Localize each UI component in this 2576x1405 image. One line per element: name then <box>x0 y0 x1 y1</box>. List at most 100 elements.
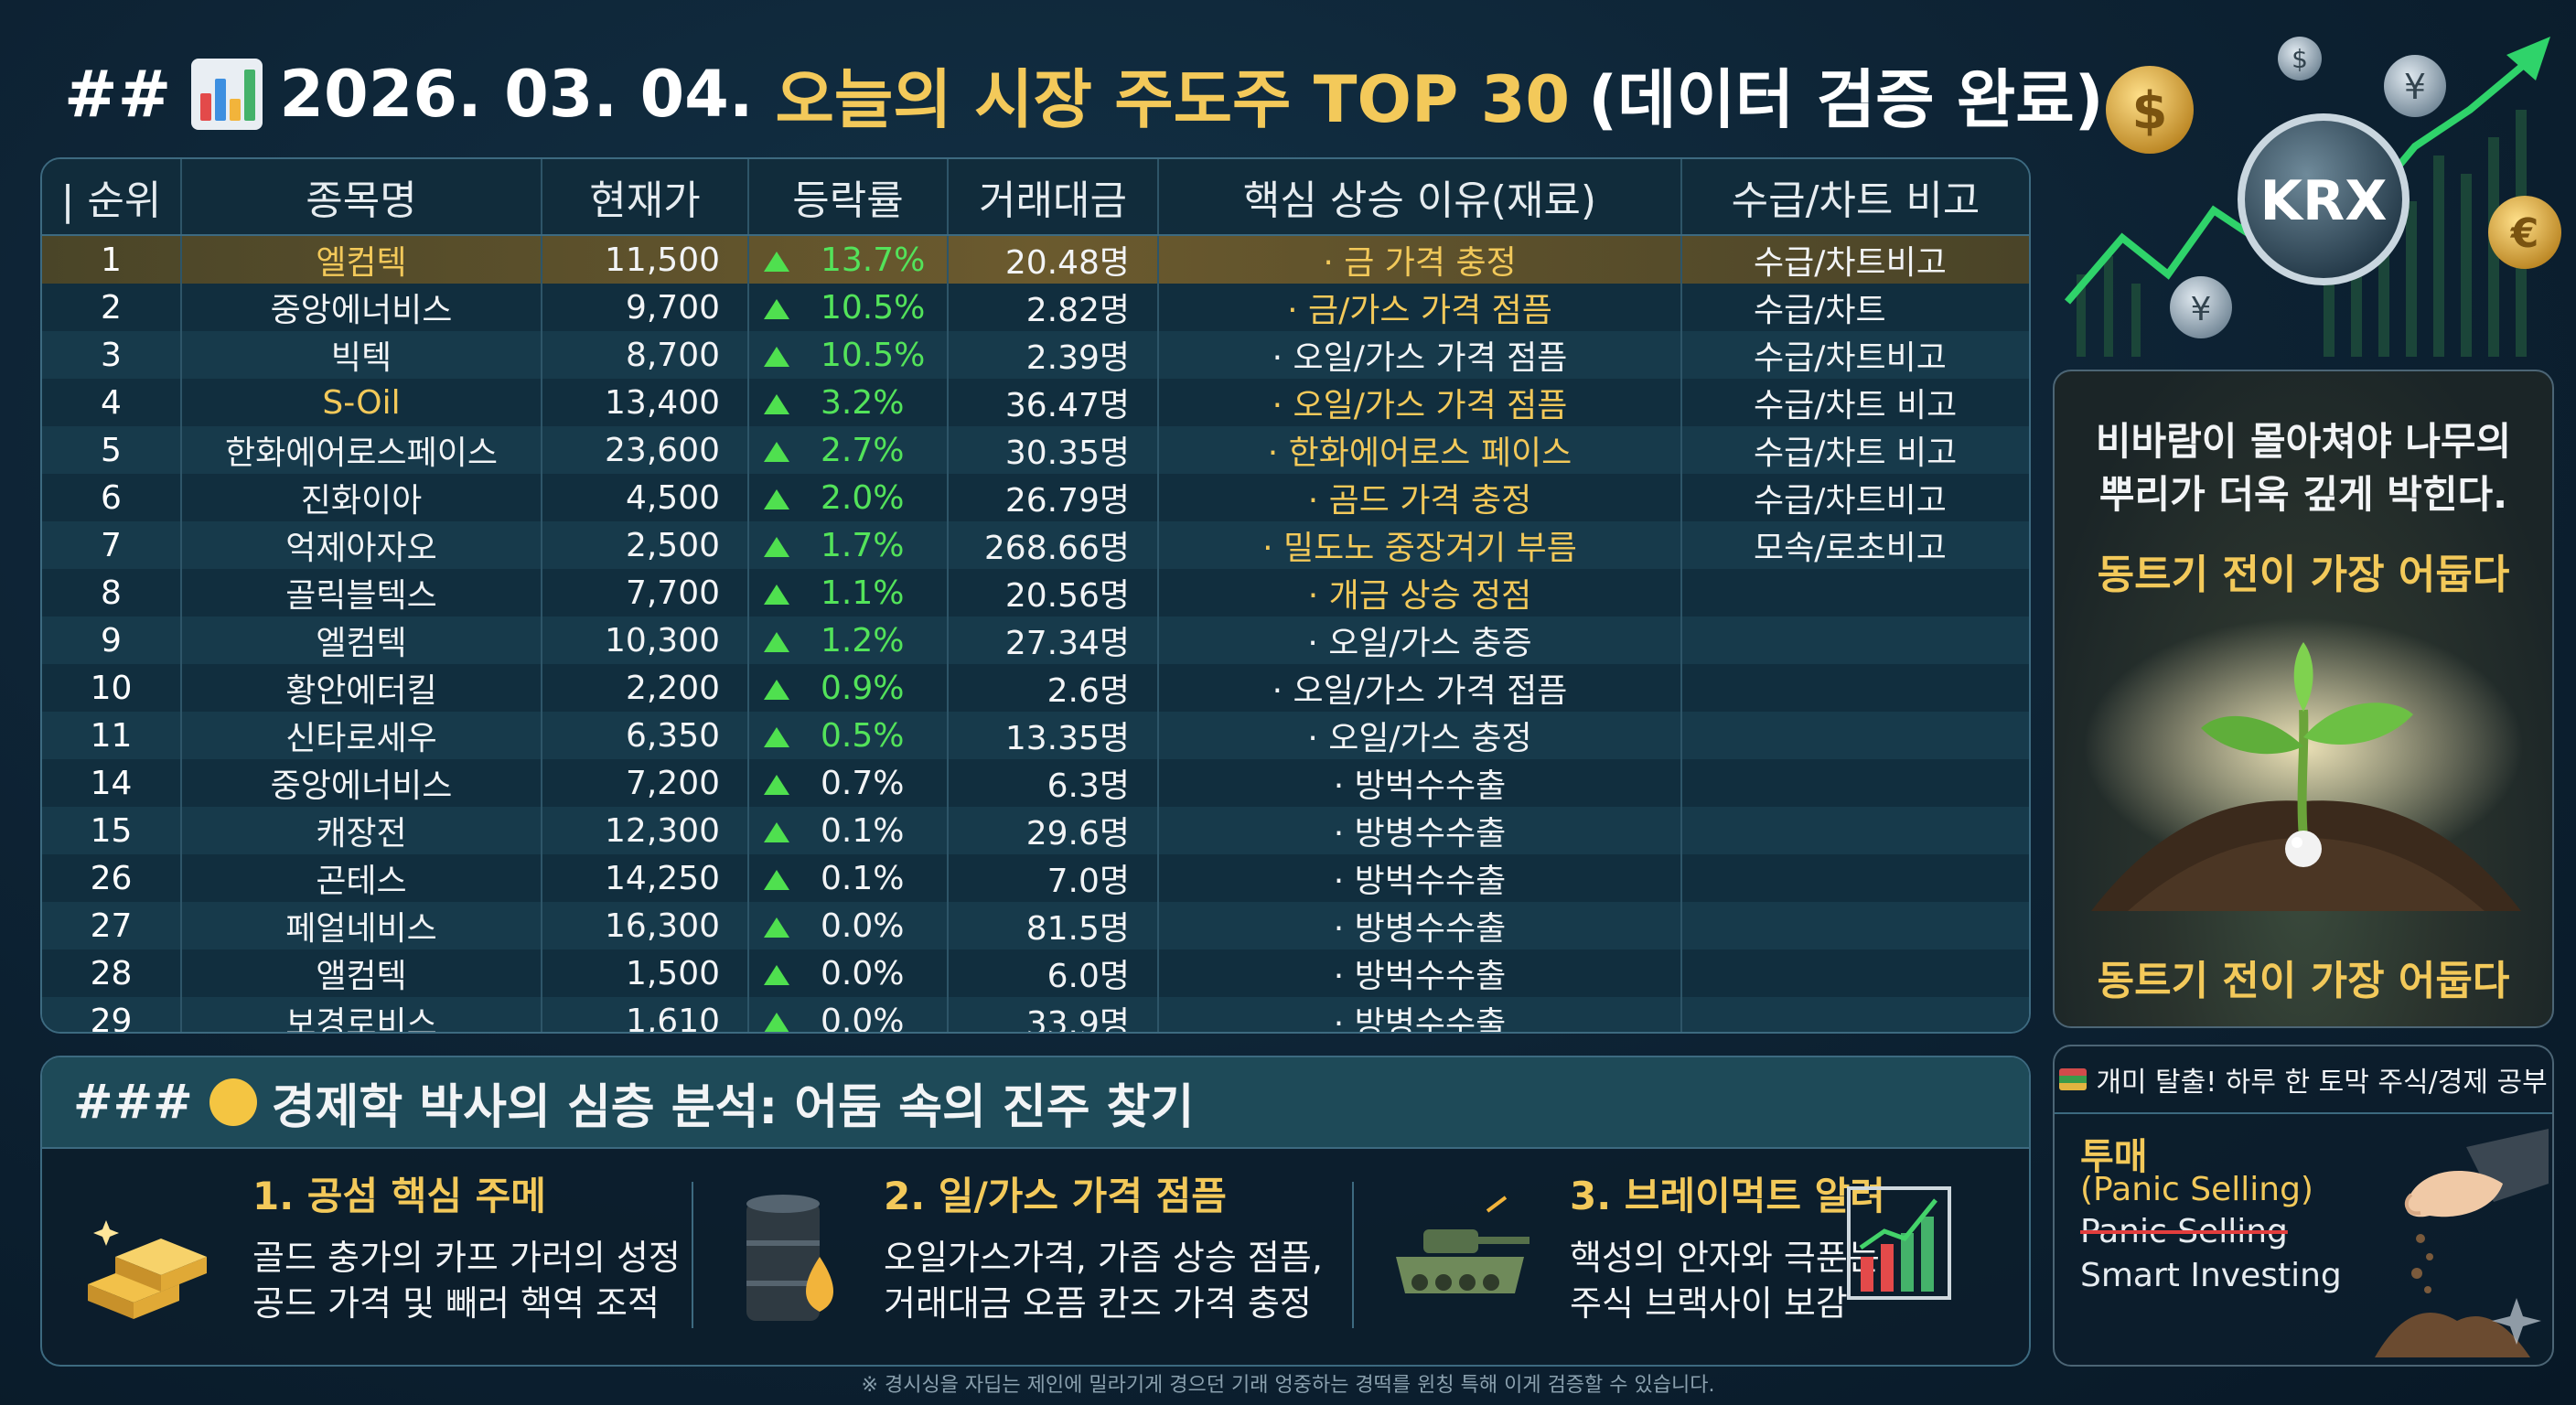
cell-price: 6,350 <box>541 712 748 759</box>
cell-note: 수급/차트 비고 <box>1680 426 2029 474</box>
cell-change: 0.0% <box>747 949 948 997</box>
study-crossed-term: Panic Selling <box>2080 1213 2288 1250</box>
sparkle-icon <box>2492 1298 2541 1345</box>
cell-volume: 2.82명 <box>947 284 1158 331</box>
cell-change: 1.2% <box>747 617 948 664</box>
cell-rank: 28 <box>90 954 133 992</box>
cell-price: 2,200 <box>541 664 748 712</box>
cell-note <box>1680 664 2029 712</box>
svg-text:$: $ <box>2292 44 2308 74</box>
study-card: 개미 탈출! 하루 한 토막 주식/경제 공부 투매 (Panic Sellin… <box>2053 1045 2554 1367</box>
analysis-item-2: 2. 일/가스 가격 점픔 오일가스가격, 가즘 상승 점픔, 거래대금 오픔 … <box>737 1165 1359 1348</box>
cell-rank: 5 <box>101 431 122 469</box>
leaf-left-icon <box>2201 715 2303 755</box>
title-date: 2026. 03. 04. <box>279 57 754 132</box>
cell-change: 0.0% <box>747 902 948 949</box>
cell-rank: 9 <box>101 621 122 660</box>
cell-name: 중앙에너비스 <box>180 759 542 807</box>
table-row: 9 엘컴텍 10,300 1.2% 27.34명 · 오일/가스 충증 <box>42 617 2029 664</box>
thinking-face-icon <box>209 1078 257 1126</box>
column-header: | 순위 <box>42 159 181 236</box>
analysis-item-3-line-1: 핵성의 안자와 극푼는 <box>1570 1238 1880 1278</box>
column-header: 수급/차트 비고 <box>1680 159 2029 236</box>
cell-name: 엘컴텍 <box>180 235 542 284</box>
up-triangle-icon <box>764 869 789 890</box>
cell-name: 황안에터킬 <box>180 664 542 712</box>
up-triangle-icon <box>764 298 789 319</box>
cell-rank: 6 <box>101 478 122 517</box>
dollar-coin-icon <box>2106 66 2194 154</box>
title-suffix: (데이터 검증 완료) <box>1588 61 2104 137</box>
cell-rank: 26 <box>90 859 133 897</box>
analysis-header-text: 경제학 박사의 심층 분석: 어둠 속의 진주 찾기 <box>271 1079 1195 1135</box>
cell-note <box>1680 902 2029 949</box>
cell-price: 13,400 <box>541 379 748 426</box>
cell-volume: 6.3명 <box>947 759 1158 807</box>
cell-rank: 3 <box>101 336 122 374</box>
cell-reason: · 밀도노 중장겨기 부름 <box>1157 521 1681 569</box>
cell-volume: 20.48명 <box>947 235 1158 284</box>
analysis-item-3: 3. 브레이먹트 알려 핵성의 안자와 극푼는 주식 브랙사이 보감 <box>1387 1165 2018 1348</box>
up-triangle-icon <box>764 631 789 652</box>
cell-note <box>1680 854 2029 902</box>
cell-rank: 1 <box>101 241 122 279</box>
cell-note <box>1680 569 2029 617</box>
analysis-item-1-title: 1. 공섬 핵심 주메 <box>252 1174 546 1218</box>
cell-price: 7,700 <box>541 569 748 617</box>
cell-rank: 4 <box>101 383 122 422</box>
cell-name: 진화이아 <box>180 474 542 521</box>
cell-rank: 14 <box>90 764 133 802</box>
cell-volume: 30.35명 <box>947 426 1158 474</box>
cell-price: 4,500 <box>541 474 748 521</box>
sprout-illustration <box>2084 618 2523 911</box>
cell-name: 한화에어로스페이스 <box>180 426 542 474</box>
quote-card: 비바람이 몰아쳐야 나무의 뿌리가 더욱 깊게 박힌다. 동트기 전이 가장 어… <box>2053 370 2554 1028</box>
cell-note: 수급/차트비고 <box>1680 331 2029 379</box>
leaf-right-icon <box>2303 702 2413 745</box>
krx-logo-icon <box>2238 113 2410 285</box>
cell-price: 9,700 <box>541 284 748 331</box>
cell-change: 0.7% <box>747 759 948 807</box>
cell-volume: 13.35명 <box>947 712 1158 759</box>
krx-market-graphic: $ $ ¥ € ¥ KRX <box>2064 37 2561 357</box>
cell-reason: · 방벅수수출 <box>1157 949 1681 997</box>
cell-change: 0.9% <box>747 664 948 712</box>
table-row: 15 캐장전 12,300 0.1% 29.6명 · 방병수수출 <box>42 807 2029 854</box>
small-dollar-coin-icon <box>2278 37 2322 80</box>
change-value: 0.0% <box>821 906 905 945</box>
change-value: 0.1% <box>821 859 905 897</box>
cell-change: 13.7% <box>747 235 948 284</box>
cell-change: 0.1% <box>747 807 948 854</box>
up-triangle-icon <box>764 679 789 700</box>
cell-name: S-Oil <box>180 379 542 426</box>
up-triangle-icon <box>764 1012 789 1032</box>
cell-rank: 2 <box>101 288 122 327</box>
cell-name: 중앙에너비스 <box>180 284 542 331</box>
cell-name: 곤테스 <box>180 854 542 902</box>
change-value: 0.0% <box>821 954 905 992</box>
analysis-header-prefix: ### <box>73 1075 193 1130</box>
cell-price: 11,500 <box>541 235 748 284</box>
cell-rank: 15 <box>90 811 133 850</box>
change-value: 2.0% <box>821 478 905 517</box>
cell-volume: 2.6명 <box>947 664 1158 712</box>
up-triangle-icon <box>764 488 789 509</box>
change-value: 0.1% <box>821 811 905 850</box>
cell-note <box>1680 759 2029 807</box>
change-value: 1.1% <box>821 574 905 612</box>
cell-reason: · 오일/가스 충정 <box>1157 712 1681 759</box>
up-triangle-icon <box>764 536 789 557</box>
cell-name: 신타로세우 <box>180 712 542 759</box>
cell-name: 보경로비스 <box>180 997 542 1032</box>
cell-name: 엘컴텍 <box>180 617 542 664</box>
cell-name: 억제아자오 <box>180 521 542 569</box>
yen-coin-icon <box>2384 55 2446 117</box>
tank-icon <box>1396 1196 1530 1293</box>
hand-dropping-sand-icon <box>2375 1129 2549 1357</box>
title-highlight: 오늘의 시장 주도주 TOP 30 <box>775 61 1571 137</box>
quote-line-2: 뿌리가 더욱 깊게 박힌다. <box>2098 472 2508 517</box>
change-value: 10.5% <box>821 336 926 374</box>
table-row: 28 앨컴텍 1,500 0.0% 6.0명 · 방벅수수출 <box>42 949 2029 997</box>
table-row: 10 황안에터킬 2,200 0.9% 2.6명 · 오일/가스 가격 접픔 <box>42 664 2029 712</box>
